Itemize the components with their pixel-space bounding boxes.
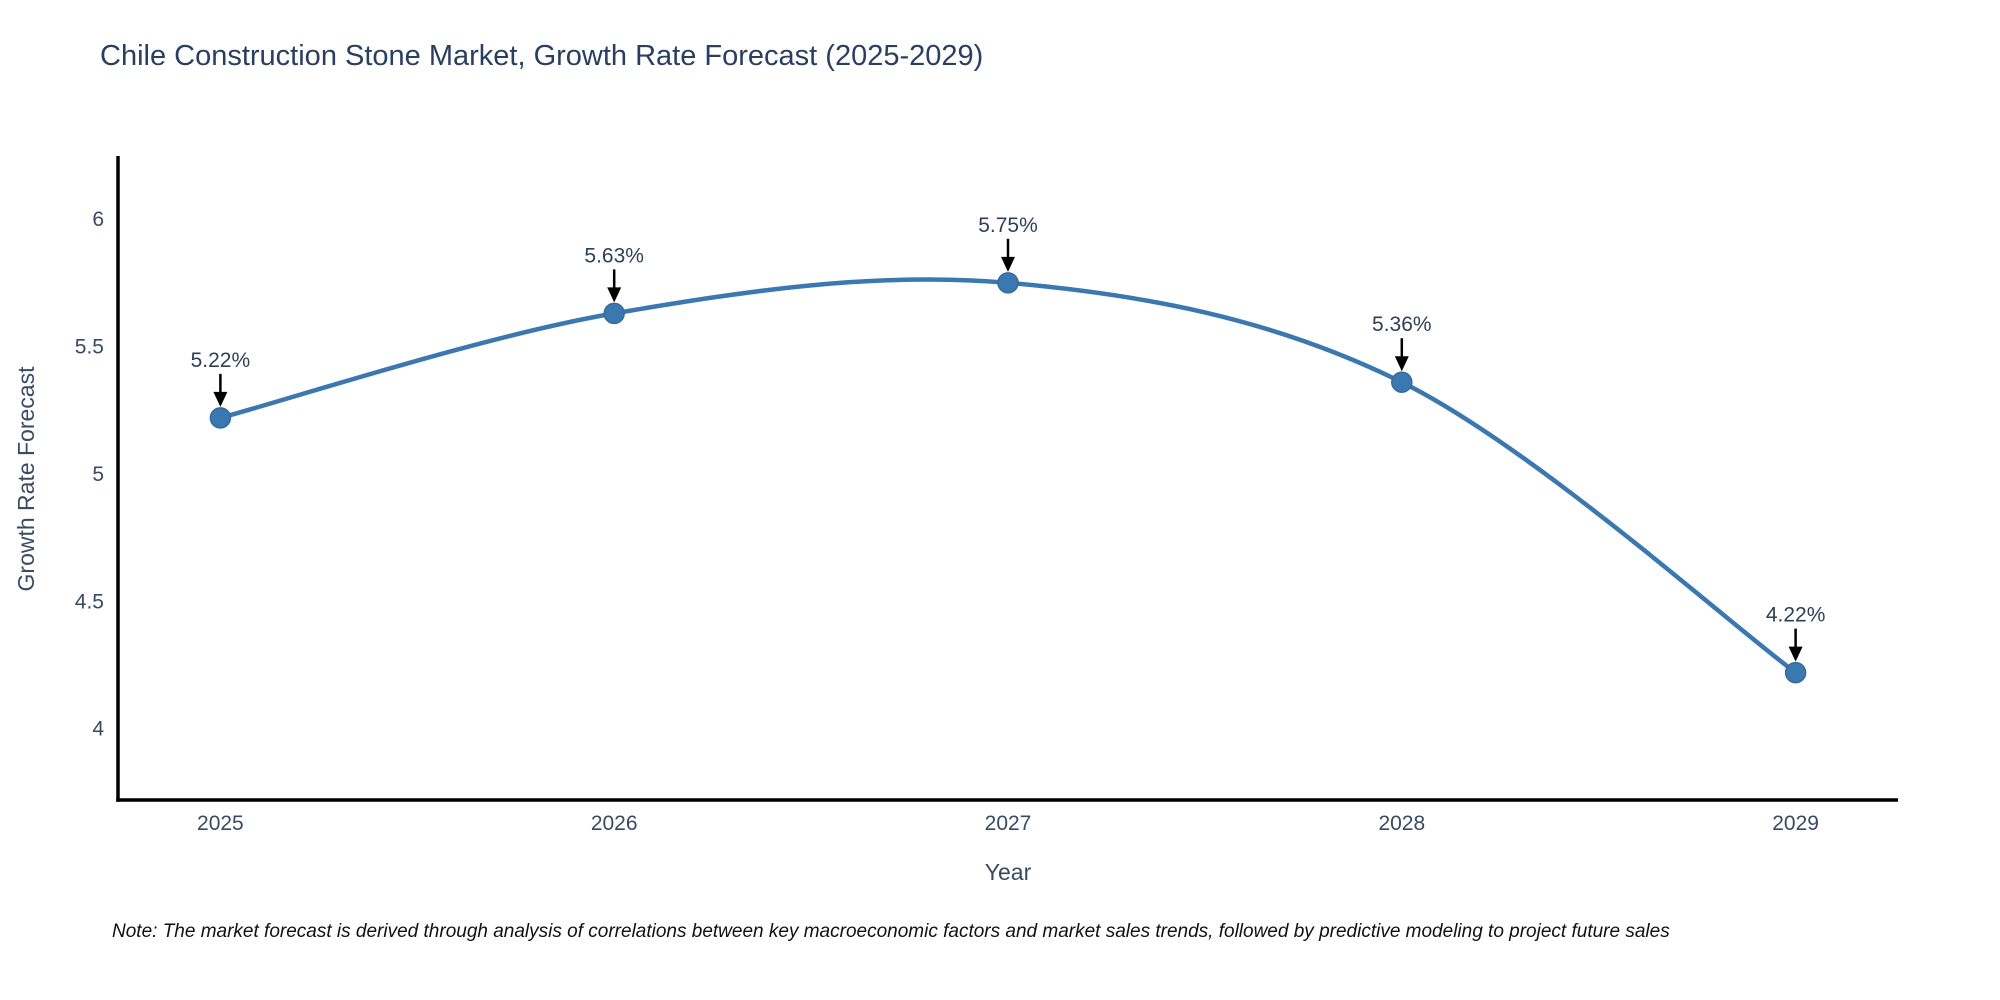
- axis-tick-labels: 4 4.5 5 5.5 6 2025 2026 2027 2028 2029: [75, 208, 1819, 835]
- annotation-arrowhead: [213, 391, 228, 407]
- annotations-group: 5.22% 5.63% 5.75% 5.36% 4.22%: [191, 214, 1826, 662]
- x-tick-label: 2026: [591, 812, 638, 835]
- footnote: Note: The market forecast is derived thr…: [112, 921, 1670, 942]
- data-point-label: 5.63%: [584, 244, 644, 267]
- data-point-marker: [603, 302, 625, 325]
- data-point-label: 5.22%: [191, 349, 251, 372]
- annotation-arrowhead: [1788, 646, 1803, 662]
- data-point-label: 5.75%: [978, 214, 1038, 237]
- annotation-arrowhead: [1394, 356, 1409, 372]
- data-point-label: 5.36%: [1372, 313, 1432, 336]
- data-point-marker: [1784, 661, 1807, 684]
- y-tick-label: 4.5: [75, 590, 104, 613]
- data-point-label: 4.22%: [1766, 604, 1826, 627]
- x-axis-title: Year: [985, 859, 1032, 885]
- y-tick-label: 4: [92, 718, 104, 741]
- data-point-marker: [209, 407, 232, 429]
- chart-title: Chile Construction Stone Market, Growth …: [100, 40, 984, 72]
- series-group: [209, 272, 1807, 684]
- data-point-marker: [997, 272, 1019, 294]
- forecast-line: [218, 277, 1798, 675]
- x-tick-label: 2029: [1772, 812, 1819, 835]
- y-tick-label: 5: [92, 463, 104, 486]
- annotation-arrowhead: [1001, 256, 1015, 272]
- y-tick-label: 5.5: [75, 336, 104, 359]
- x-tick-label: 2025: [197, 812, 244, 835]
- annotation-arrowhead: [607, 287, 622, 303]
- y-axis-title: Growth Rate Forecast: [13, 366, 39, 592]
- data-point-marker: [1391, 371, 1413, 393]
- x-tick-label: 2028: [1378, 812, 1425, 835]
- x-tick-label: 2027: [985, 812, 1032, 835]
- y-tick-label: 6: [92, 208, 104, 231]
